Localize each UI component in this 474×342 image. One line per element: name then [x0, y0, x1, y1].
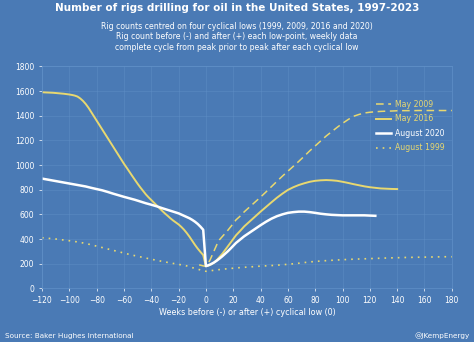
Text: complete cycle from peak prior to peak after each cyclical low: complete cycle from peak prior to peak a…	[115, 43, 359, 52]
Legend: May 2009, May 2016, August 2020, August 1999: May 2009, May 2016, August 2020, August …	[373, 97, 448, 156]
Text: Number of rigs drilling for oil in the United States, 1997-2023: Number of rigs drilling for oil in the U…	[55, 3, 419, 13]
Text: Rig counts centred on four cyclical lows (1999, 2009, 2016 and 2020): Rig counts centred on four cyclical lows…	[101, 22, 373, 31]
X-axis label: Weeks before (-) or after (+) cyclical low (0): Weeks before (-) or after (+) cyclical l…	[158, 308, 335, 317]
Text: Rig count before (-) and after (+) each low-point, weekly data: Rig count before (-) and after (+) each …	[116, 32, 358, 41]
Text: Source: Baker Hughes International: Source: Baker Hughes International	[5, 332, 133, 339]
Text: @JKempEnergy: @JKempEnergy	[414, 332, 469, 339]
